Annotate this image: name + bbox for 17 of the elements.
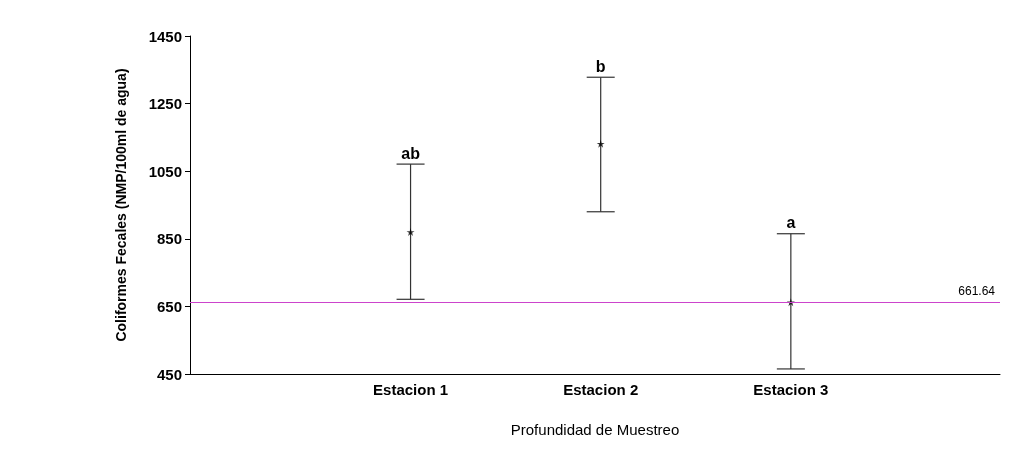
y-axis-title: Coliformes Fecales (NMP/100ml de agua): [113, 68, 129, 342]
y-tick-label: 1250: [148, 95, 182, 113]
annotation: ab: [401, 144, 421, 162]
y-tick-label: 850: [156, 230, 182, 248]
y-tick-label: 1450: [148, 27, 182, 45]
y-tick-label: 1050: [148, 162, 182, 180]
point: [406, 228, 415, 237]
y-tick-label: 650: [156, 297, 182, 315]
x-tick-label: Estacion 1: [373, 381, 449, 398]
x-tick-label: Estacion 2: [563, 381, 639, 398]
y-tick-label: 450: [156, 365, 182, 383]
x-axis-title: Profundidad de Muestreo: [510, 421, 680, 438]
annotation: a: [786, 214, 796, 232]
annotation: b: [595, 57, 606, 75]
x-tick-label: Estacion 3: [753, 381, 829, 398]
point: [596, 139, 605, 148]
ref-line-label: 661.64: [958, 284, 996, 299]
